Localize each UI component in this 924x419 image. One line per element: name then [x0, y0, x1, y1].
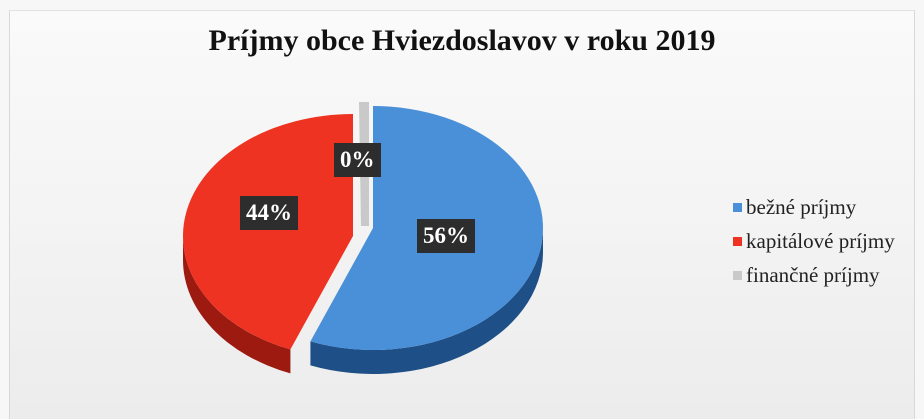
legend-label: kapitálové príjmy	[746, 228, 895, 253]
legend-item-financne-prijmy: finančné príjmy	[733, 258, 895, 292]
legend-swatch	[733, 270, 742, 280]
pie-side-kapitalove-prijmy	[183, 236, 291, 374]
chart-title: Príjmy obce Hviezdoslavov v roku 2019	[208, 24, 716, 57]
pie-slice-kapitalove-prijmy	[182, 114, 353, 350]
legend-swatch	[733, 236, 742, 246]
legend: bežné príjmy kapitálové príjmy finančné …	[733, 190, 895, 292]
data-label-financne-prijmy: 0%	[334, 143, 381, 177]
data-label-kapitalove-prijmy: 44%	[240, 196, 298, 230]
legend-item-kapitalove-prijmy: kapitálové príjmy	[733, 224, 895, 258]
legend-item-bezne-prijmy: bežné príjmy	[733, 190, 895, 224]
legend-label: finančné príjmy	[746, 262, 880, 287]
legend-swatch	[733, 202, 742, 212]
pie-side-bezne-prijmy	[310, 228, 543, 375]
legend-label: bežné príjmy	[746, 194, 857, 219]
data-label-bezne-prijmy: 56%	[417, 219, 475, 253]
